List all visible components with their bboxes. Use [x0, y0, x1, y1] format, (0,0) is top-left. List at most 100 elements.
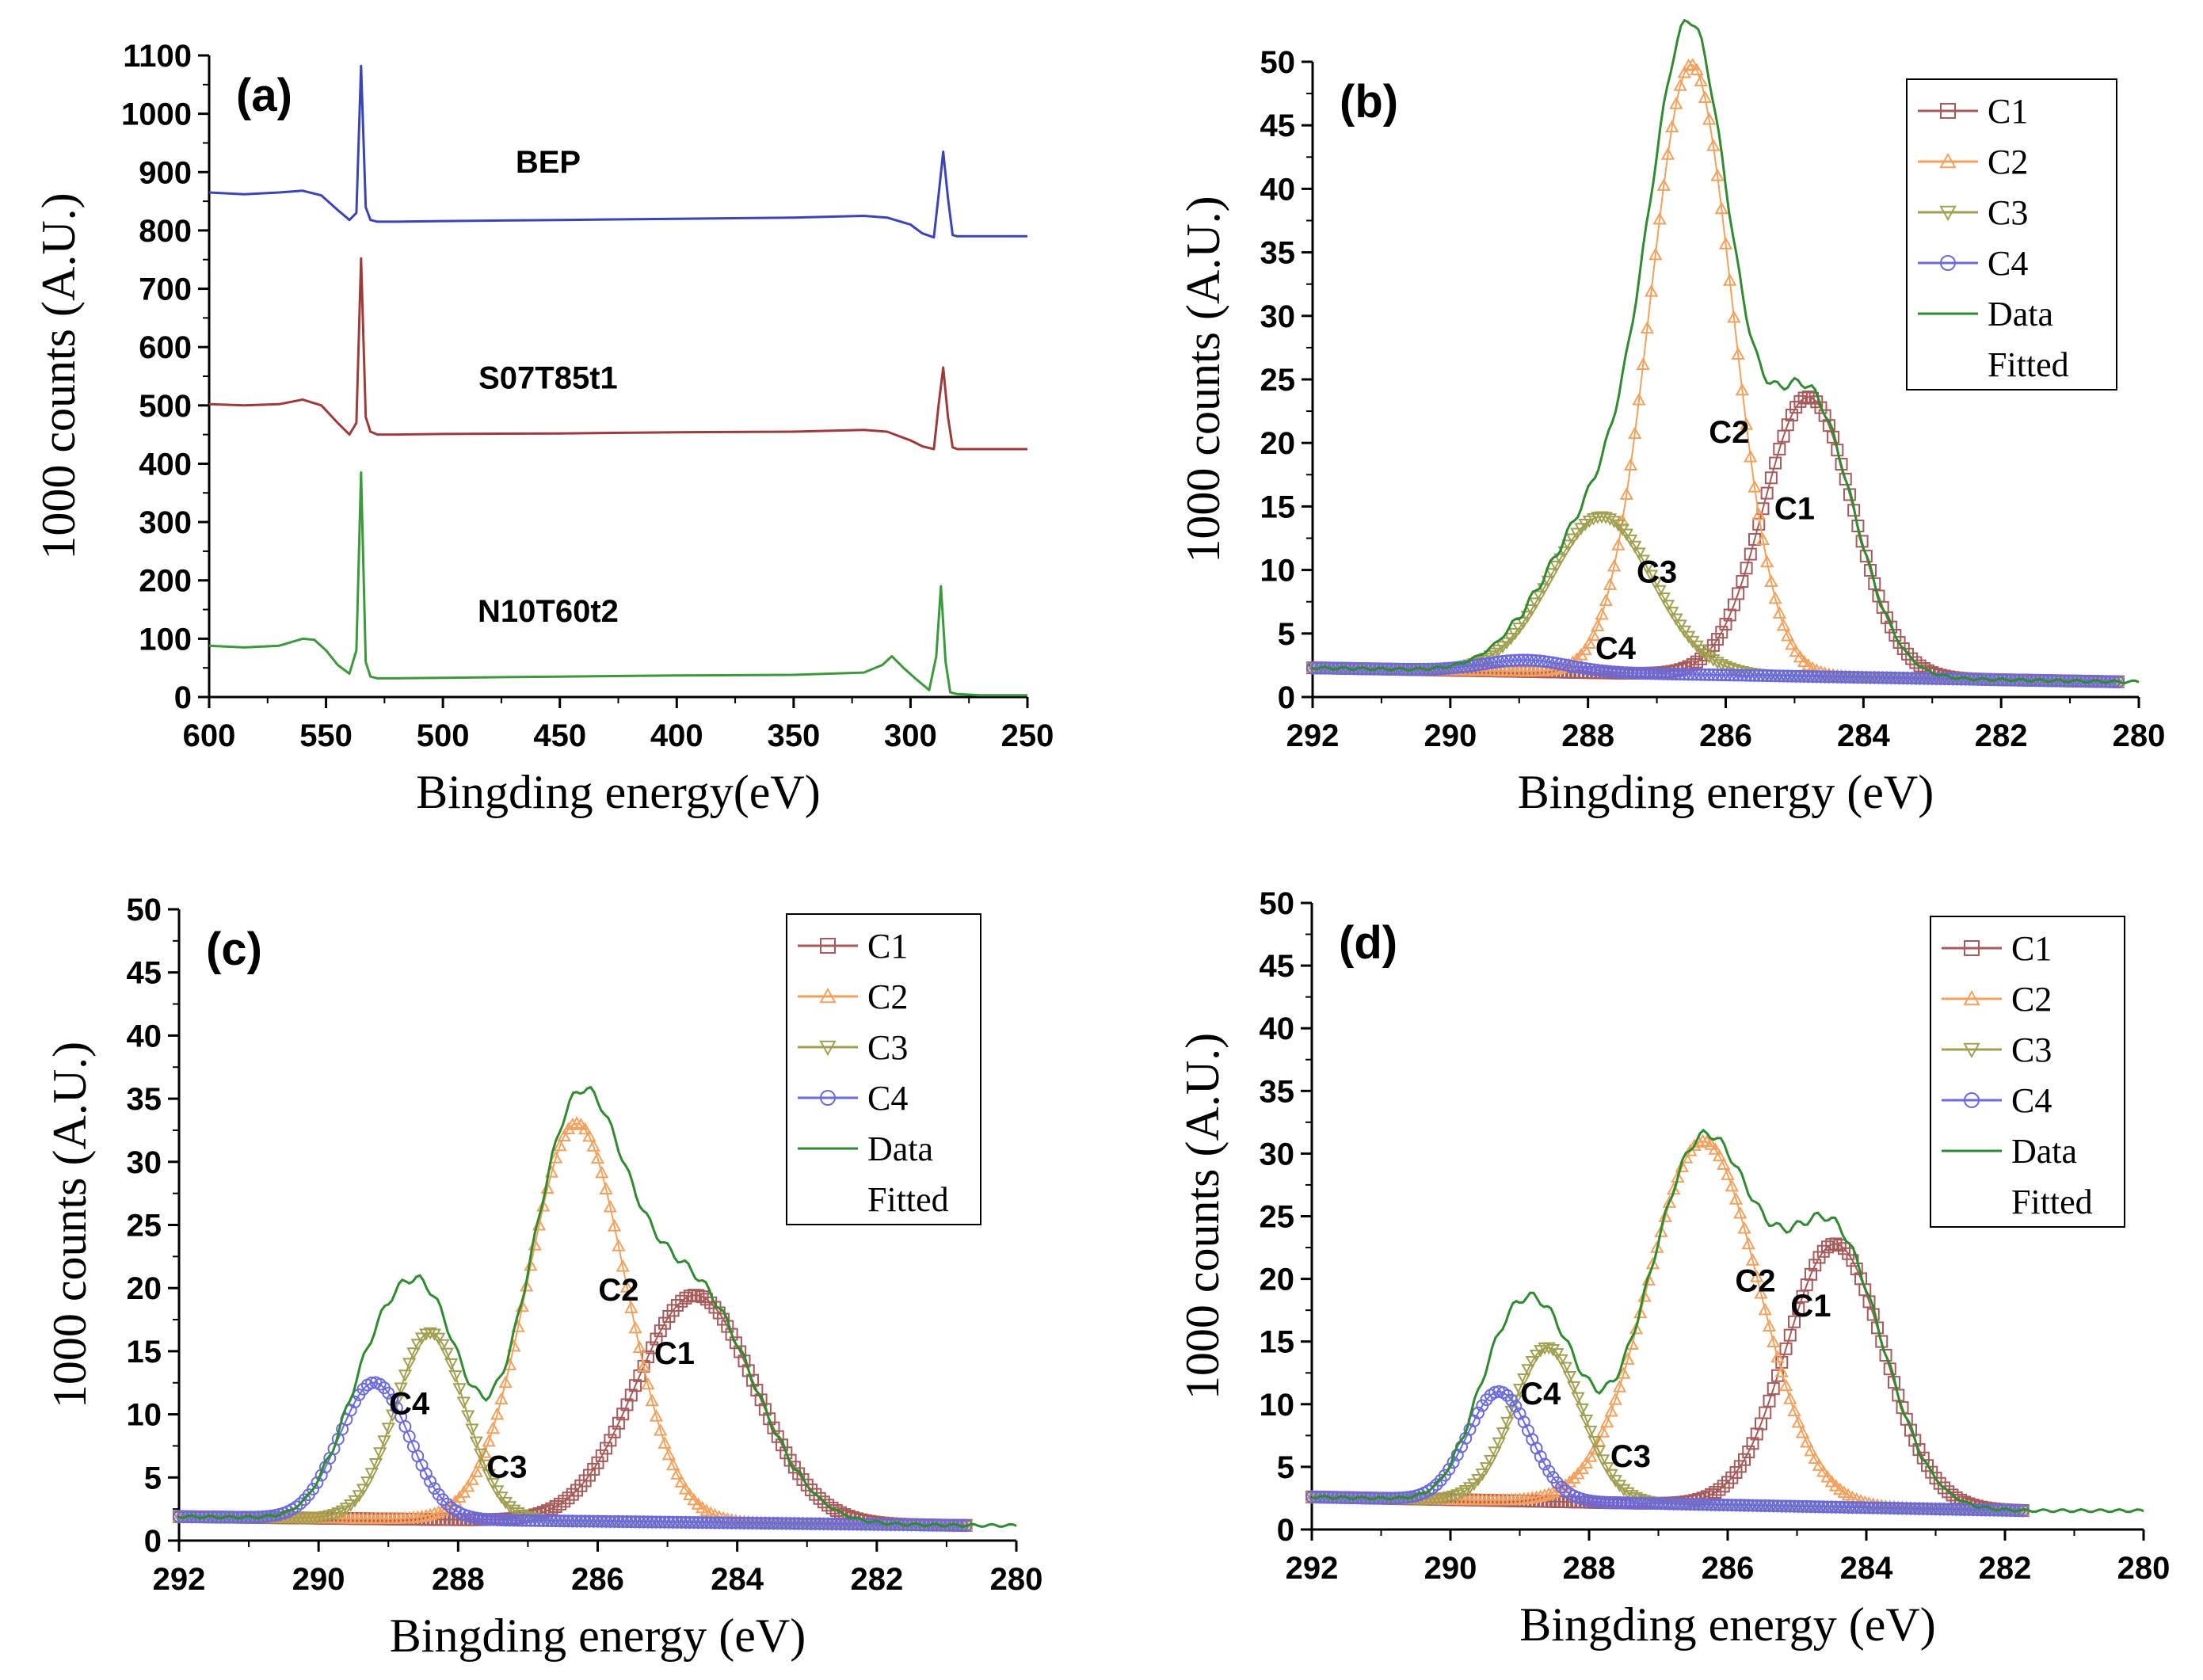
y-tick-label: 300 [139, 505, 192, 540]
legend-label-fitted: Fitted [867, 1180, 949, 1219]
series-line-bep [209, 66, 1027, 237]
legend-label-c2: C2 [1988, 143, 2028, 181]
x-tick-label: 290 [292, 1562, 345, 1597]
y-tick-label: 30 [1260, 299, 1296, 334]
peak-label: C2 [1735, 1263, 1775, 1298]
legend-label-c2: C2 [867, 977, 908, 1016]
y-tick-label: 20 [1260, 426, 1296, 461]
x-axis-title: Bingding energy(eV) [416, 766, 820, 818]
y-tick-label: 25 [127, 1209, 162, 1244]
y-tick-label: 35 [127, 1082, 162, 1117]
legend-label-fitted: Fitted [2011, 1183, 2093, 1221]
legend-label-c3: C3 [867, 1028, 908, 1067]
x-tick-label: 284 [1840, 1551, 1893, 1586]
legend-label-c3: C3 [1988, 193, 2028, 232]
y-tick-label: 15 [127, 1335, 162, 1370]
x-tick-label: 600 [183, 718, 236, 753]
y-tick-label: 25 [1260, 1200, 1295, 1235]
y-tick-label: 45 [1260, 109, 1296, 143]
peak-label: C4 [1595, 631, 1637, 666]
legend-label-data: Data [1988, 295, 2053, 333]
xps-figure: 600 550 500 450 400 350 300 2500100200300400500… [0, 0, 2203, 1680]
y-tick-label: 500 [139, 389, 192, 424]
x-tick-label: 290 [1424, 718, 1477, 753]
legend-label-data: Data [2011, 1132, 2077, 1171]
x-tick-label: 284 [1837, 718, 1890, 753]
y-tick-label: 700 [139, 272, 192, 307]
series-label: N10T60t2 [478, 594, 619, 629]
y-tick-label: 400 [139, 447, 192, 482]
y-tick-label: 0 [1277, 1513, 1294, 1548]
x-tick-label: 400 [650, 718, 703, 753]
panel-label: (d) [1339, 917, 1397, 969]
legend-label-c3: C3 [2011, 1030, 2052, 1069]
component-curve-c1 [1312, 1244, 2023, 1511]
y-axis-title: 1000 counts (A.U.) [1176, 1033, 1229, 1400]
x-tick-label: 286 [571, 1562, 624, 1597]
y-tick-label: 15 [1260, 1325, 1295, 1360]
x-tick-label: 350 [767, 718, 820, 753]
legend-label-c1: C1 [867, 927, 908, 966]
series-line-n10t60t2 [209, 473, 1027, 695]
series-label: S07T85t1 [478, 361, 618, 396]
y-tick-label: 5 [144, 1461, 162, 1495]
x-axis-title: Bingding energy (eV) [1518, 766, 1934, 818]
peak-label: C2 [1709, 415, 1749, 450]
x-tick-label: 280 [2117, 1551, 2171, 1586]
x-tick-label: 450 [533, 718, 586, 753]
y-tick-label: 10 [1260, 1388, 1295, 1423]
y-axis-title: 1000 counts (A.U.) [32, 192, 85, 559]
y-tick-label: 35 [1260, 236, 1296, 271]
y-axis-title: 1000 counts (A.U.) [1177, 196, 1229, 562]
y-tick-label: 25 [1260, 363, 1296, 398]
legend-label-c4: C4 [2011, 1081, 2052, 1120]
y-tick-label: 100 [139, 622, 192, 657]
legend-label-c4: C4 [1988, 244, 2028, 283]
peak-label: C3 [1637, 555, 1677, 590]
x-tick-label: 286 [1699, 718, 1752, 753]
x-tick-label: 292 [1286, 718, 1340, 753]
x-tick-label: 282 [850, 1562, 903, 1597]
series-line-s07t85t1 [209, 258, 1027, 449]
y-tick-label: 1000 [121, 97, 192, 132]
x-tick-label: 280 [990, 1562, 1043, 1597]
peak-label: C4 [1520, 1377, 1561, 1411]
y-tick-label: 50 [1260, 45, 1296, 80]
y-axis-title: 1000 counts (A.U.) [44, 1042, 96, 1408]
y-tick-label: 15 [1260, 490, 1296, 524]
y-tick-label: 20 [127, 1271, 162, 1306]
legend-label-c4: C4 [867, 1079, 908, 1118]
x-tick-label: 280 [2113, 718, 2166, 753]
peak-label: C1 [1774, 491, 1815, 526]
y-tick-label: 50 [1260, 886, 1295, 921]
legend-label-fitted: Fitted [1988, 345, 2069, 384]
y-tick-label: 20 [1260, 1263, 1295, 1297]
x-axis-title: Bingding energy (eV) [1519, 1598, 1935, 1651]
panel-c: 292 290 288 286 284 282 280 0 5 10 15 20 25 30 35 40 45 5… [44, 893, 1042, 1662]
y-tick-label: 40 [1260, 1011, 1295, 1046]
x-tick-label: 288 [1563, 1551, 1616, 1586]
component-curve-c1 [179, 1295, 966, 1526]
peak-label: C1 [654, 1336, 695, 1371]
y-tick-label: 600 [139, 330, 192, 365]
y-tick-label: 900 [139, 155, 192, 190]
legend-label-c1: C1 [2011, 929, 2052, 968]
y-tick-label: 40 [127, 1019, 162, 1053]
y-tick-label: 0 [144, 1524, 162, 1559]
y-tick-label: 0 [1278, 680, 1295, 715]
y-tick-label: 1100 [123, 39, 192, 74]
x-tick-label: 290 [1424, 1551, 1477, 1586]
peak-label: C2 [598, 1273, 638, 1308]
panel-label: (a) [236, 70, 292, 121]
x-tick-label: 500 [417, 718, 470, 753]
peak-label: C4 [389, 1387, 430, 1422]
x-axis-title: Bingding energy (eV) [390, 1610, 806, 1662]
y-tick-label: 30 [127, 1145, 162, 1180]
x-tick-label: 284 [711, 1562, 764, 1597]
legend-label-c1: C1 [1988, 92, 2028, 131]
y-tick-label: 45 [1260, 949, 1295, 984]
y-tick-label: 10 [1260, 554, 1296, 589]
y-tick-label: 5 [1277, 1450, 1294, 1485]
panel-b: 292 290 288 286 284 282 2800510152025303540455… [1177, 21, 2165, 818]
y-tick-label: 0 [174, 680, 192, 715]
